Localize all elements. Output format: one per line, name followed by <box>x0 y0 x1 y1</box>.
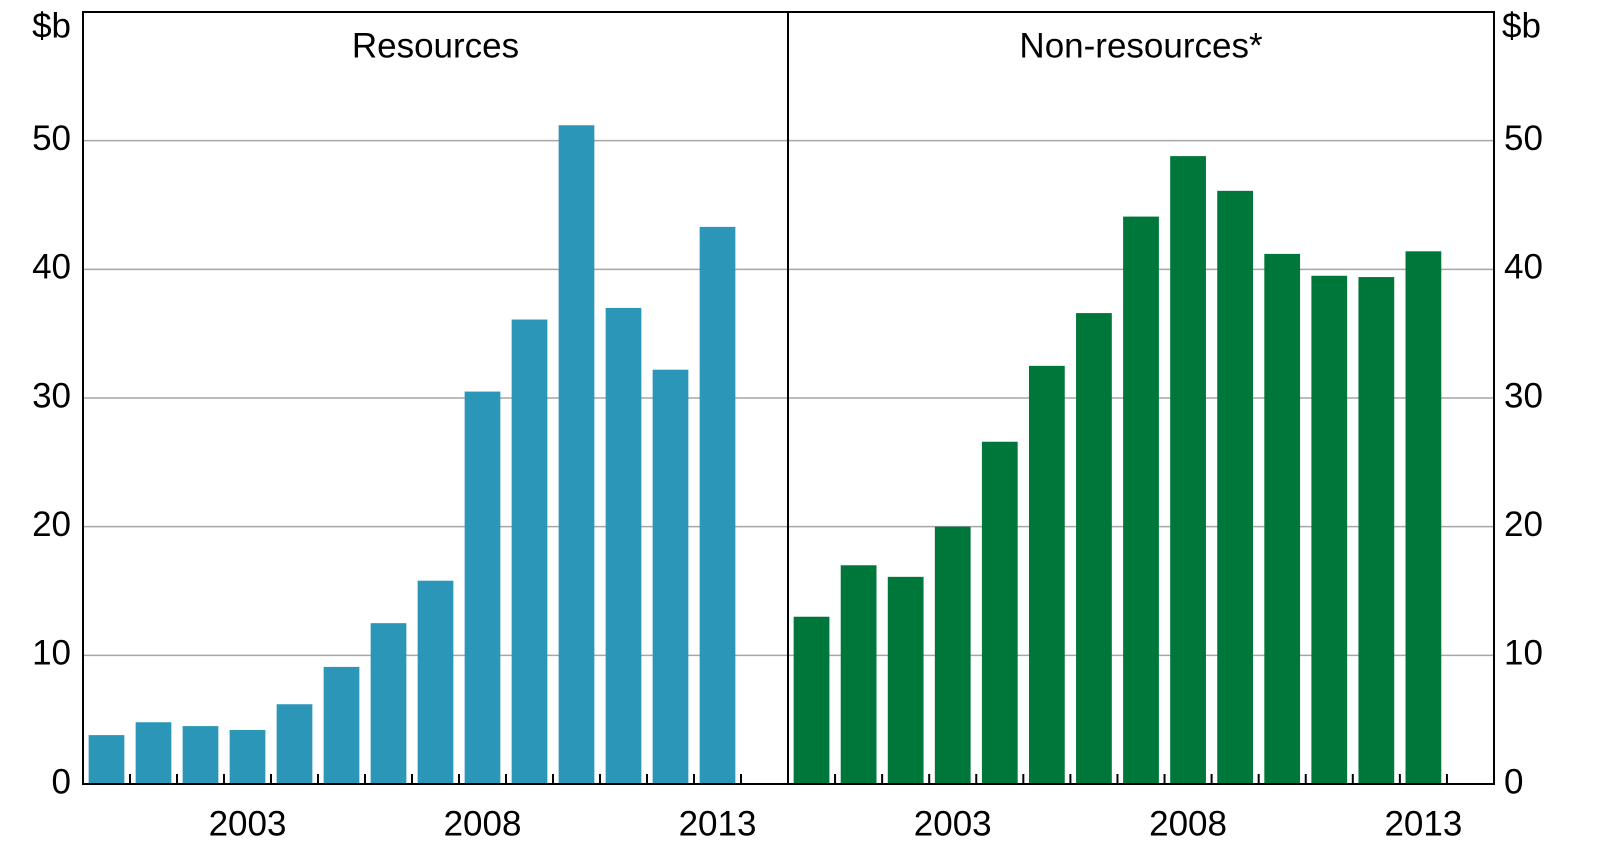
y-tick-label: 40 <box>32 248 71 287</box>
y-unit-label: $b <box>32 6 71 45</box>
bar <box>1123 216 1159 784</box>
bar <box>1076 313 1112 784</box>
bar <box>88 735 125 784</box>
bar <box>652 369 689 784</box>
panel-title: Non-resources* <box>1019 26 1263 65</box>
y-tick-label: 0 <box>52 762 71 801</box>
x-tick-label: 2013 <box>679 804 757 843</box>
y-tick-label: 40 <box>1504 248 1543 287</box>
bar <box>699 226 736 784</box>
y-tick-label: 10 <box>1504 634 1543 673</box>
bar <box>182 726 219 784</box>
bar <box>276 704 313 784</box>
y-tick-label: 10 <box>32 634 71 673</box>
bar <box>370 623 407 784</box>
x-tick-label: 2013 <box>1384 804 1462 843</box>
y-tick-label: 20 <box>32 505 71 544</box>
bar <box>605 307 642 784</box>
x-tick-label: 2003 <box>209 804 287 843</box>
bar <box>464 391 501 784</box>
bar <box>135 722 172 784</box>
y-unit-label: $b <box>1502 6 1541 45</box>
bar <box>1358 277 1395 784</box>
x-tick-label: 2003 <box>914 804 992 843</box>
x-tick-label: 2008 <box>1149 804 1227 843</box>
y-tick-label: 30 <box>32 376 71 415</box>
y-tick-label: 30 <box>1504 376 1543 415</box>
panel-title: Resources <box>352 26 519 65</box>
y-tick-label: 20 <box>1504 505 1543 544</box>
bar <box>1217 190 1254 784</box>
bar <box>840 565 877 784</box>
y-tick-label: 50 <box>1504 119 1543 158</box>
bar <box>934 526 971 784</box>
bar <box>1311 275 1348 784</box>
bar <box>1405 251 1442 784</box>
bar <box>417 580 454 784</box>
bar <box>793 616 830 784</box>
bar <box>511 319 548 784</box>
bar <box>323 666 360 784</box>
y-tick-label: 0 <box>1504 762 1523 801</box>
bar <box>558 125 595 784</box>
bar <box>1264 253 1301 785</box>
y-tick-label: 50 <box>32 119 71 158</box>
bar <box>1170 156 1206 784</box>
bar <box>981 441 1018 784</box>
bar <box>1028 365 1065 784</box>
bar <box>229 729 266 784</box>
bar <box>887 576 924 784</box>
x-tick-label: 2008 <box>444 804 522 843</box>
